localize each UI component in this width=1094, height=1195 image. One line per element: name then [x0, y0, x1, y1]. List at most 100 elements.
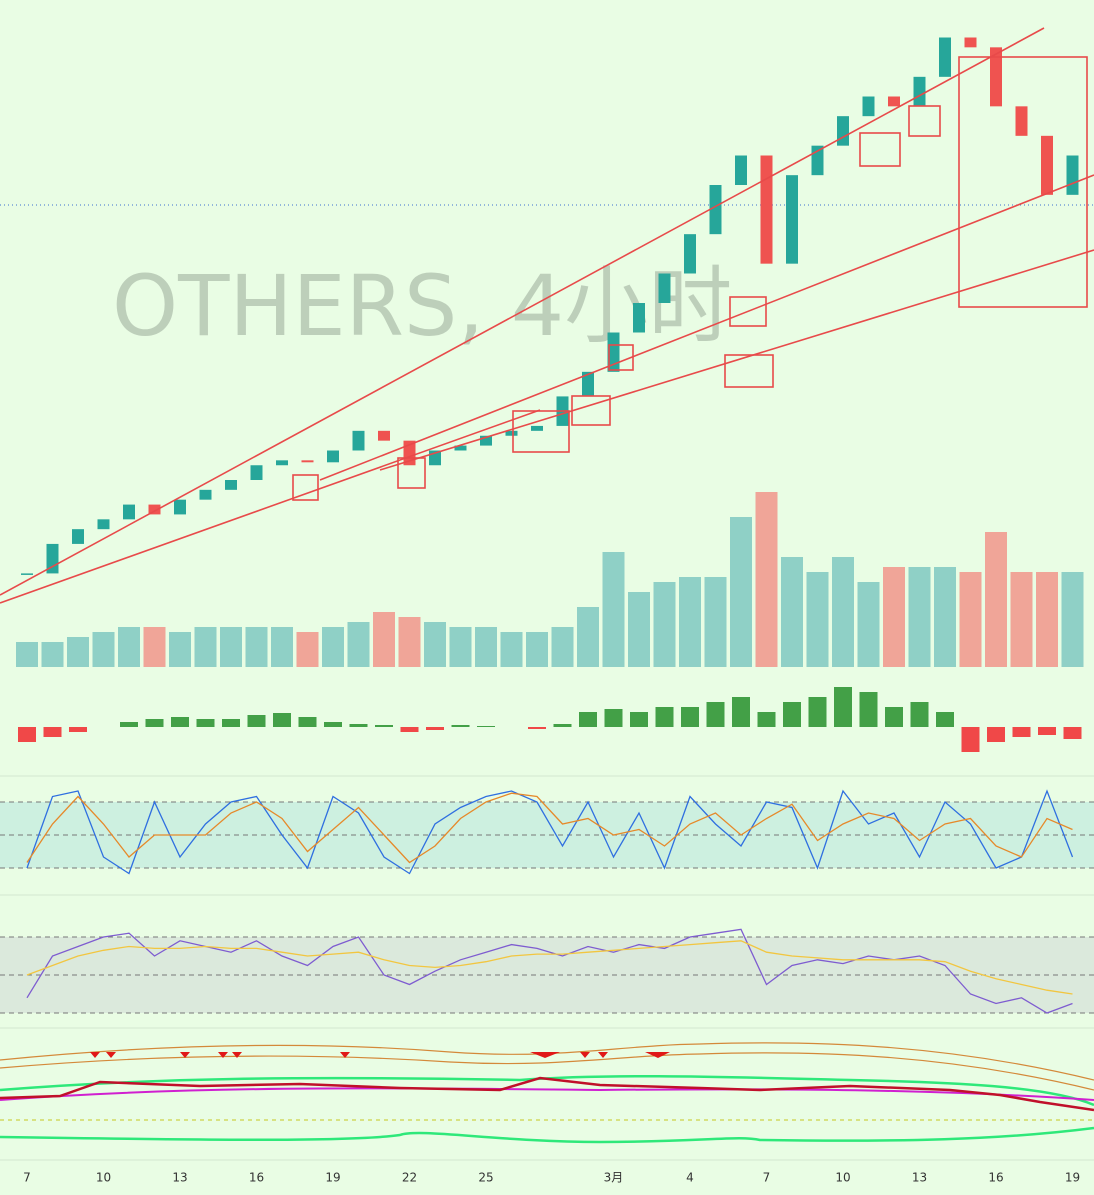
volume-bar [934, 567, 956, 667]
x-tick-label: 22 [402, 1171, 417, 1185]
candle [684, 234, 696, 274]
volume-bar [16, 642, 38, 667]
volume-bar [704, 577, 727, 667]
candle [811, 145, 824, 176]
candle [786, 175, 798, 264]
histogram-bar [196, 719, 215, 727]
histogram-bar [451, 725, 470, 727]
candle [199, 489, 212, 500]
histogram-bar [273, 713, 291, 727]
box [292, 474, 319, 501]
volume-bar [577, 607, 599, 667]
candle [505, 430, 518, 436]
candle [1066, 155, 1079, 195]
histogram-bar [910, 702, 929, 727]
volume-bar [806, 572, 829, 667]
x-tick-label: 4 [686, 1171, 694, 1185]
candle [454, 445, 467, 451]
trend-line [0, 409, 541, 604]
candle [352, 430, 365, 451]
histogram-bar [961, 727, 980, 752]
histogram-bar [528, 727, 546, 729]
indicator-line [26, 789, 1074, 875]
box [397, 457, 426, 489]
volume-bar [373, 612, 395, 667]
histogram-bar [1063, 727, 1082, 739]
candle [250, 465, 263, 480]
volume-bar [985, 532, 1007, 667]
signal-markers [90, 1052, 670, 1058]
candle [709, 185, 722, 235]
candle [913, 76, 926, 107]
candle [964, 37, 977, 48]
volume-bar [347, 622, 370, 667]
volume-bar [220, 627, 242, 667]
volume-bar [500, 632, 523, 667]
histogram-bar [298, 717, 317, 727]
volume-bar [883, 567, 905, 667]
x-tick-label: 10 [96, 1171, 111, 1185]
volume-bar [143, 627, 166, 667]
histogram-bar [936, 712, 954, 727]
candle [97, 519, 110, 530]
candle [990, 47, 1002, 107]
volume-bar [1010, 572, 1033, 667]
candle [148, 504, 161, 515]
volume-bar [908, 567, 931, 667]
volume-bar [602, 552, 625, 667]
histogram-bar [706, 702, 725, 727]
band-lower [0, 1126, 1094, 1144]
histogram-bar [349, 724, 368, 727]
volume-bar [755, 492, 778, 667]
box [512, 410, 570, 453]
volume-bar [296, 632, 319, 667]
volume-bar [41, 642, 64, 667]
volume-bar [322, 627, 344, 667]
watermark: OTHERS, 4小时 [112, 257, 732, 355]
volume-bar [653, 582, 676, 667]
box [859, 132, 901, 167]
x-tick-label: 7 [23, 1171, 31, 1185]
volume-bar [526, 632, 548, 667]
candle [633, 303, 645, 333]
volume-bar [832, 557, 854, 667]
trend-line [0, 27, 1045, 596]
box [571, 395, 611, 426]
box [608, 344, 634, 371]
trend-line [379, 249, 1094, 471]
x-tick-label: 16 [988, 1171, 1003, 1185]
box [958, 56, 1088, 308]
candle [607, 332, 620, 372]
annotations [0, 27, 1094, 604]
volume-bar [424, 622, 446, 667]
volume-bar [679, 577, 701, 667]
x-tick-label: 7 [763, 1171, 771, 1185]
candle [174, 499, 186, 515]
x-tick-label: 13 [912, 1171, 927, 1185]
volume-bar [271, 627, 293, 667]
volume-bar [781, 557, 803, 667]
x-tick-label: 16 [249, 1171, 264, 1185]
x-tick-label: 19 [325, 1171, 340, 1185]
histogram-bar [783, 702, 801, 727]
candle [276, 460, 288, 466]
histogram-bar [400, 727, 419, 732]
candle [862, 96, 875, 117]
candle [582, 371, 594, 397]
candle [327, 450, 339, 463]
volume-bar [398, 617, 421, 667]
candle [1041, 135, 1053, 195]
candle [888, 96, 900, 107]
candle [301, 460, 314, 463]
candle [378, 430, 390, 441]
histogram-bar [18, 727, 36, 742]
band-red [0, 1076, 1094, 1112]
histogram-bar [324, 722, 342, 727]
candle [72, 529, 84, 544]
candle [658, 273, 671, 303]
box [729, 296, 767, 327]
volume-bar [628, 592, 650, 667]
histogram-bar [120, 722, 138, 727]
trend-line [319, 174, 1094, 481]
